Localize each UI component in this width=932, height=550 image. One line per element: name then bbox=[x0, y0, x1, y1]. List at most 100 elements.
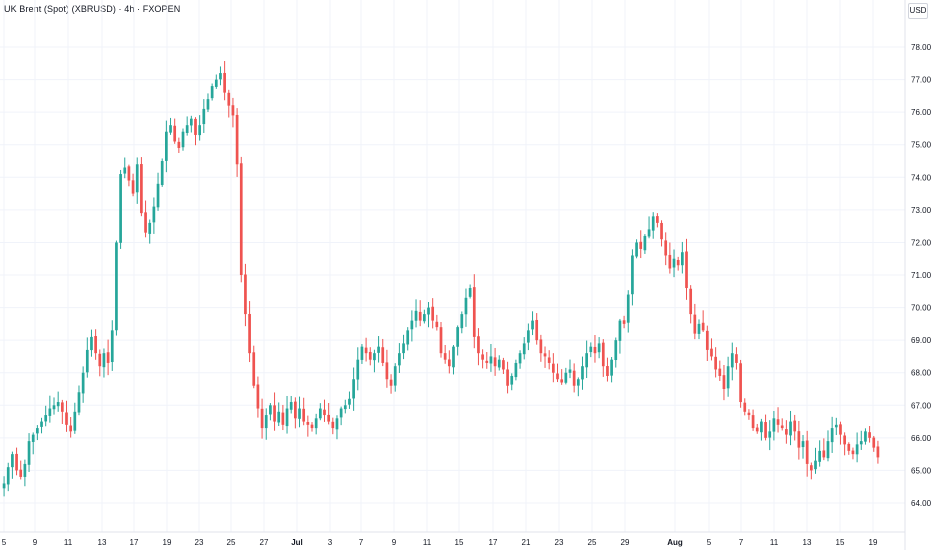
candle-body bbox=[23, 463, 27, 477]
currency-label[interactable]: USD bbox=[908, 3, 928, 19]
candle-body bbox=[260, 408, 264, 429]
candle bbox=[106, 339, 110, 376]
candle bbox=[593, 335, 597, 363]
candle-body bbox=[73, 411, 77, 431]
candle-body bbox=[81, 372, 85, 394]
candle-body bbox=[439, 327, 443, 354]
candle bbox=[165, 120, 168, 173]
candle-body bbox=[306, 421, 310, 425]
candle bbox=[123, 157, 127, 179]
candle-body bbox=[364, 347, 368, 354]
candle-body bbox=[872, 437, 876, 448]
candle-body bbox=[722, 375, 726, 390]
candle bbox=[169, 117, 172, 135]
candle-body bbox=[98, 353, 102, 367]
candle-body bbox=[772, 418, 776, 432]
candle bbox=[310, 422, 314, 432]
time-tick-label: 15 bbox=[455, 538, 464, 547]
candle-body bbox=[472, 287, 476, 337]
candle-body bbox=[318, 408, 322, 419]
candle-body bbox=[710, 348, 713, 357]
candle bbox=[547, 350, 551, 370]
price-tick-label: 64.00 bbox=[911, 499, 932, 508]
candle bbox=[826, 430, 830, 462]
candle-body bbox=[818, 450, 822, 462]
candle bbox=[52, 397, 56, 415]
candle bbox=[27, 433, 31, 472]
candle-body bbox=[385, 362, 389, 380]
candle bbox=[643, 234, 647, 254]
candle bbox=[493, 347, 497, 376]
candle bbox=[664, 232, 668, 266]
candle-body bbox=[90, 336, 93, 351]
candle-body bbox=[876, 446, 880, 458]
candle bbox=[214, 74, 218, 89]
candle-body bbox=[527, 330, 530, 343]
candle-body bbox=[764, 422, 767, 438]
candle-body bbox=[323, 409, 326, 416]
candle bbox=[676, 256, 680, 271]
candle bbox=[189, 115, 193, 133]
time-tick-label: Jul bbox=[291, 538, 303, 547]
time-tick-label: 7 bbox=[359, 538, 364, 547]
candle-body bbox=[510, 375, 514, 385]
candle-body bbox=[651, 216, 655, 231]
candle-body bbox=[11, 454, 14, 468]
candle bbox=[439, 322, 443, 358]
candle bbox=[527, 323, 530, 351]
candle-body bbox=[231, 105, 235, 116]
candle bbox=[352, 367, 355, 411]
candle-body bbox=[477, 336, 480, 354]
candle-body bbox=[223, 72, 226, 93]
candle bbox=[718, 360, 722, 381]
candle bbox=[177, 137, 181, 153]
candle bbox=[830, 416, 834, 453]
time-tick-label: 7 bbox=[739, 538, 744, 547]
candle bbox=[248, 301, 251, 363]
candle bbox=[822, 438, 826, 461]
candle-body bbox=[135, 164, 139, 193]
candle bbox=[11, 451, 14, 479]
candle bbox=[15, 447, 18, 476]
candle-body bbox=[597, 343, 601, 353]
time-tick-label: 17 bbox=[489, 538, 498, 547]
candle-body bbox=[144, 212, 147, 233]
candle bbox=[140, 157, 143, 217]
candle bbox=[864, 428, 867, 445]
candle-body bbox=[564, 372, 568, 383]
candle-body bbox=[497, 359, 501, 368]
candle-body bbox=[568, 369, 572, 373]
candle bbox=[814, 447, 817, 474]
candle-body bbox=[331, 421, 335, 429]
candle bbox=[202, 99, 206, 133]
candle-body bbox=[456, 327, 459, 347]
candle bbox=[23, 459, 27, 487]
candle bbox=[456, 325, 459, 356]
candle-body bbox=[148, 222, 152, 234]
candle bbox=[543, 346, 547, 368]
candle bbox=[181, 128, 185, 151]
candle-body bbox=[185, 125, 189, 134]
time-axis[interactable]: 5 9 11 13 17 19 23 25 27 Jul 3 7 9 11 15 17 21 23 25 29 Aug 5… bbox=[2, 538, 878, 547]
candle bbox=[423, 309, 426, 324]
candle-body bbox=[672, 258, 676, 268]
candle-body bbox=[576, 379, 580, 386]
candle bbox=[793, 414, 797, 441]
candle-body bbox=[789, 421, 792, 436]
candle bbox=[531, 311, 534, 336]
candle bbox=[672, 249, 676, 278]
price-axis[interactable]: 64.00 65.00 66.00 67.00 68.00 69.00 70.00 71.00… bbox=[911, 43, 932, 508]
candle bbox=[69, 417, 73, 438]
price-tick-label: 68.00 bbox=[911, 369, 932, 378]
candle bbox=[660, 220, 663, 247]
time-tick-label: 23 bbox=[555, 538, 564, 547]
candle-body bbox=[235, 114, 239, 165]
candle bbox=[102, 348, 106, 378]
candle bbox=[730, 342, 734, 381]
candle bbox=[622, 315, 626, 329]
candle-body bbox=[714, 356, 717, 370]
candle-body bbox=[119, 174, 122, 243]
candle-body bbox=[535, 319, 539, 341]
candle-body bbox=[447, 359, 451, 367]
